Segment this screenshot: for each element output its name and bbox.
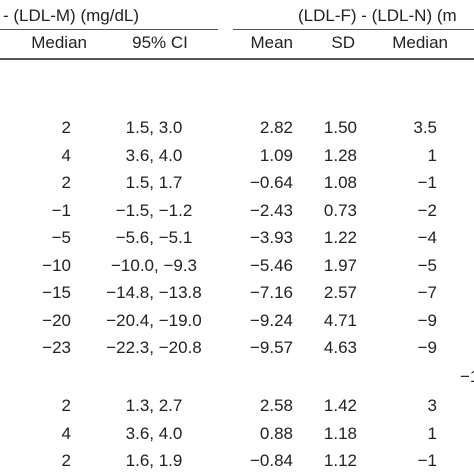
sd-cell: 1.22: [323, 228, 357, 247]
median-right-cell: −9: [417, 310, 437, 330]
median-cell: 2: [61, 451, 71, 470]
sd-cell: 1.08: [323, 173, 357, 192]
median-cell: −15: [42, 283, 71, 302]
group-header-right: (LDL-F) - (LDL-N) (m: [298, 6, 457, 25]
sd-cell: 1.42: [323, 396, 357, 415]
median-right-cell: −9: [417, 338, 437, 357]
median-cell: −5: [51, 228, 71, 247]
col-header-sd: SD: [331, 33, 355, 52]
group-rule-right: [233, 29, 474, 30]
sd-cell: 1.18: [323, 423, 357, 443]
ci-cell: 1.3, 2.7: [125, 396, 183, 415]
ci-cell: −14.8, −13.8: [106, 283, 202, 302]
sd-cell: 0.73: [323, 200, 357, 220]
col-header-median-right: Median: [392, 33, 448, 52]
ci-cell: 1.6, 1.9: [125, 451, 183, 470]
median-right-cell: 3: [427, 396, 437, 415]
median-right-cell: 1: [427, 423, 437, 443]
median-cell: 4: [61, 423, 71, 443]
ci-cell: 1.5, 1.7: [125, 173, 183, 192]
col-header-ci: 95% CI: [132, 33, 188, 52]
ci-cell: 3.6, 4.0: [125, 145, 183, 165]
mean-cell: 2.82: [259, 118, 293, 137]
median-right-cell: −5: [417, 255, 437, 275]
sd-cell: 4.63: [323, 338, 357, 357]
median-right-cell: 3.5: [413, 118, 437, 137]
ci-cell: 1.5, 3.0: [125, 118, 183, 137]
median-cell: −1: [51, 200, 71, 220]
group-header-left: - (LDL-M) (mg/dL): [3, 6, 140, 25]
sd-cell: 2.57: [323, 283, 357, 302]
median-right-cell: −7: [417, 283, 437, 302]
sd-cell: 1.97: [323, 255, 357, 275]
edge-mark: −1: [460, 367, 474, 386]
mean-cell: −0.84: [249, 451, 293, 470]
mean-cell: −9.24: [249, 310, 293, 330]
ci-cell: 3.6, 4.0: [125, 423, 183, 443]
median-right-cell: −2: [417, 200, 437, 220]
mean-cell: −2.43: [249, 200, 293, 220]
sd-cell: 1.28: [323, 145, 357, 165]
median-cell: 2: [61, 118, 71, 137]
col-header-median: Median: [31, 33, 87, 52]
median-cell: 2: [61, 173, 71, 192]
mean-cell: −3.93: [249, 228, 293, 247]
group-rule-left: [0, 29, 218, 30]
median-cell: −10: [42, 255, 71, 275]
mean-cell: 1.09: [259, 145, 293, 165]
ci-cell: −20.4, −19.0: [106, 310, 202, 330]
median-right-cell: −1: [417, 451, 437, 470]
mean-cell: −9.57: [249, 338, 293, 357]
sd-cell: 1.12: [323, 451, 357, 470]
ci-cell: −5.6, −5.1: [115, 228, 193, 247]
mean-cell: −7.16: [249, 283, 293, 302]
sd-cell: 1.50: [323, 118, 357, 137]
mean-cell: −5.46: [249, 255, 293, 275]
mean-cell: 0.88: [259, 423, 293, 443]
median-right-cell: 1: [427, 145, 437, 165]
median-right-cell: −4: [417, 228, 437, 247]
median-cell: 4: [61, 145, 71, 165]
median-right-cell: −1: [417, 173, 437, 192]
ci-cell: −1.5, −1.2: [115, 200, 193, 220]
sd-cell: 4.71: [323, 310, 357, 330]
mean-cell: 2.58: [259, 396, 293, 415]
header-rule: [0, 58, 474, 60]
median-cell: 2: [61, 396, 71, 415]
median-cell: −23: [42, 338, 71, 357]
ci-cell: −10.0, −9.3: [110, 255, 198, 275]
mean-cell: −0.64: [249, 173, 293, 192]
median-cell: −20: [42, 310, 71, 330]
ci-cell: −22.3, −20.8: [106, 338, 202, 357]
col-header-mean: Mean: [250, 33, 293, 52]
